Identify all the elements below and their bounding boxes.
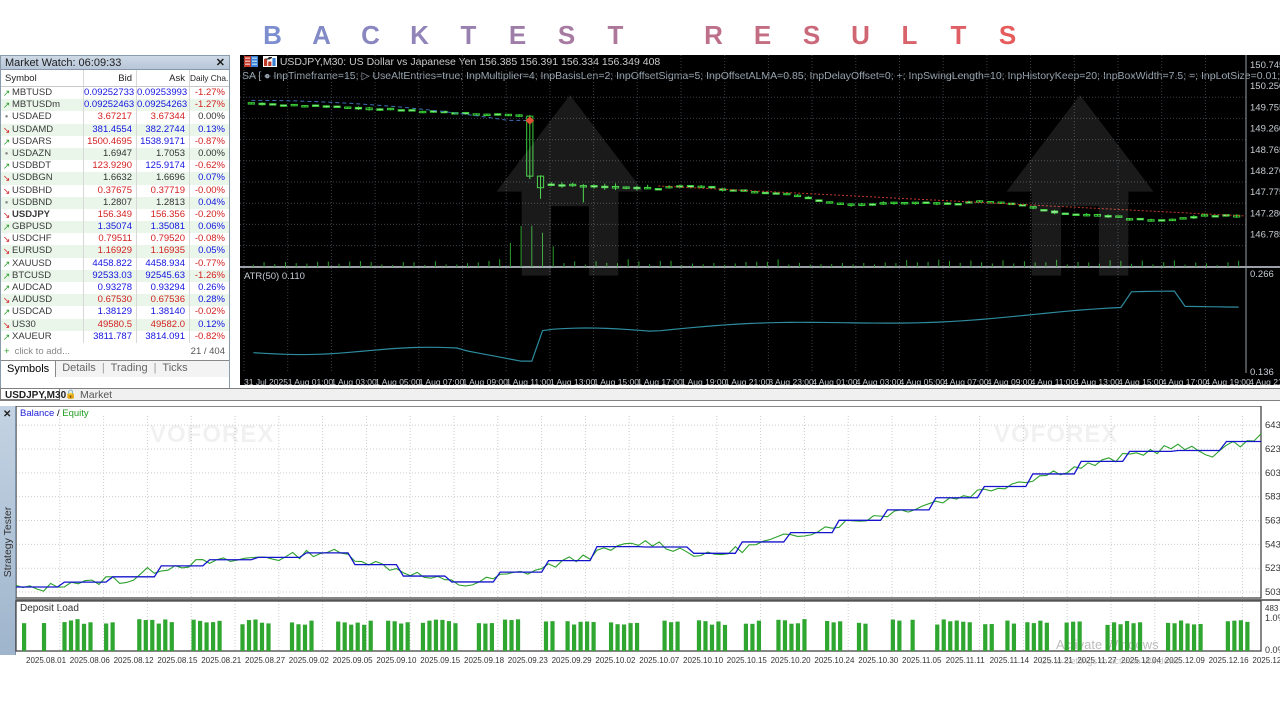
svg-text:1 Aug 01:00: 1 Aug 01:00: [288, 377, 334, 385]
svg-text:2025.09.29: 2025.09.29: [552, 656, 593, 665]
svg-text:3 Aug 23:00: 3 Aug 23:00: [768, 377, 814, 385]
svg-text:1 Aug 13:00: 1 Aug 13:00: [550, 377, 596, 385]
svg-text:4 Aug 17:00: 4 Aug 17:00: [1162, 377, 1208, 385]
svg-text:2025.08.01: 2025.08.01: [26, 656, 67, 665]
svg-text:4 Aug 13:00: 4 Aug 13:00: [1074, 377, 1120, 385]
svg-text:1 Aug 07:00: 1 Aug 07:00: [419, 377, 465, 385]
svg-text:2025.12.16: 2025.12.16: [1209, 656, 1250, 665]
svg-text:2025.09.15: 2025.09.15: [420, 656, 461, 665]
svg-text:2025.10.07: 2025.10.07: [639, 656, 680, 665]
svg-text:2025.09.10: 2025.09.10: [376, 656, 417, 665]
svg-text:1 Aug 05:00: 1 Aug 05:00: [375, 377, 421, 385]
svg-text:4 Aug 21:00: 4 Aug 21:00: [1249, 377, 1280, 385]
svg-text:0.0%: 0.0%: [1265, 645, 1280, 655]
svg-text:148.270: 148.270: [1250, 166, 1280, 177]
svg-text:603: 603: [1265, 468, 1280, 479]
svg-text:4 Aug 03:00: 4 Aug 03:00: [856, 377, 902, 385]
svg-text:1 Aug 15:00: 1 Aug 15:00: [594, 377, 640, 385]
svg-text:0.266: 0.266: [1250, 269, 1274, 280]
svg-text:ATR(50) 0.110: ATR(50) 0.110: [244, 271, 305, 282]
svg-text:VOFOREX: VOFOREX: [994, 421, 1118, 448]
svg-text:2025.11.11: 2025.11.11: [946, 656, 985, 665]
svg-text:2025.09.05: 2025.09.05: [333, 656, 374, 665]
svg-text:563: 563: [1265, 516, 1280, 527]
svg-text:2025.09.02: 2025.09.02: [289, 656, 330, 665]
svg-text:1 Aug 21:00: 1 Aug 21:00: [725, 377, 771, 385]
svg-text:4 Aug 19:00: 4 Aug 19:00: [1205, 377, 1251, 385]
svg-text:149.260: 149.260: [1250, 124, 1280, 135]
svg-text:2025.10.02: 2025.10.02: [595, 656, 636, 665]
svg-text:2025.10.15: 2025.10.15: [727, 656, 768, 665]
svg-text:1.0%: 1.0%: [1265, 613, 1280, 623]
svg-text:4 Aug 05:00: 4 Aug 05:00: [900, 377, 946, 385]
svg-text:2025.08.06: 2025.08.06: [70, 656, 111, 665]
svg-text:147.280: 147.280: [1250, 208, 1280, 219]
svg-text:147.775: 147.775: [1250, 187, 1280, 198]
svg-text:623: 623: [1265, 444, 1280, 455]
svg-text:2025.12.19: 2025.12.19: [1252, 656, 1280, 665]
svg-text:643: 643: [1265, 420, 1280, 431]
svg-text:2025.08.12: 2025.08.12: [114, 656, 155, 665]
svg-text:VOFOREX: VOFOREX: [150, 421, 274, 448]
svg-text:4 Aug 11:00: 4 Aug 11:00: [1031, 377, 1076, 385]
svg-text:2025.10.10: 2025.10.10: [683, 656, 724, 665]
svg-text:4 Aug 01:00: 4 Aug 01:00: [812, 377, 858, 385]
svg-text:2025.11.14: 2025.11.14: [990, 656, 1030, 665]
svg-text:503: 503: [1265, 587, 1280, 598]
svg-text:1 Aug 09:00: 1 Aug 09:00: [463, 377, 509, 385]
svg-text:31 Jul 2025: 31 Jul 2025: [244, 377, 288, 385]
svg-text:543: 543: [1265, 539, 1280, 550]
svg-text:2025.11.05: 2025.11.05: [902, 656, 942, 665]
svg-text:150.745: 150.745: [1250, 60, 1280, 71]
svg-text:1 Aug 19:00: 1 Aug 19:00: [681, 377, 727, 385]
svg-text:2025.09.18: 2025.09.18: [464, 656, 505, 665]
svg-text:2025.10.24: 2025.10.24: [814, 656, 855, 665]
svg-text:2025.10.30: 2025.10.30: [858, 656, 899, 665]
svg-text:4 Aug 07:00: 4 Aug 07:00: [943, 377, 989, 385]
svg-text:2025.10.20: 2025.10.20: [771, 656, 812, 665]
svg-text:483: 483: [1265, 604, 1279, 613]
svg-text:2025.08.27: 2025.08.27: [245, 656, 286, 665]
svg-text:583: 583: [1265, 492, 1280, 503]
svg-text:2025.08.15: 2025.08.15: [157, 656, 198, 665]
svg-text:148.765: 148.765: [1250, 145, 1280, 156]
svg-text:4 Aug 09:00: 4 Aug 09:00: [987, 377, 1033, 385]
svg-text:4 Aug 15:00: 4 Aug 15:00: [1118, 377, 1164, 385]
svg-text:1 Aug 03:00: 1 Aug 03:00: [331, 377, 377, 385]
svg-text:2025.08.21: 2025.08.21: [201, 656, 242, 665]
svg-text:523: 523: [1265, 563, 1280, 574]
svg-text:1 Aug 11:00: 1 Aug 11:00: [506, 377, 551, 385]
svg-text:146.785: 146.785: [1250, 230, 1280, 241]
svg-text:149.755: 149.755: [1250, 102, 1280, 113]
svg-text:1 Aug 17:00: 1 Aug 17:00: [637, 377, 683, 385]
svg-text:2025.09.23: 2025.09.23: [508, 656, 549, 665]
svg-text:150.250: 150.250: [1250, 81, 1280, 92]
